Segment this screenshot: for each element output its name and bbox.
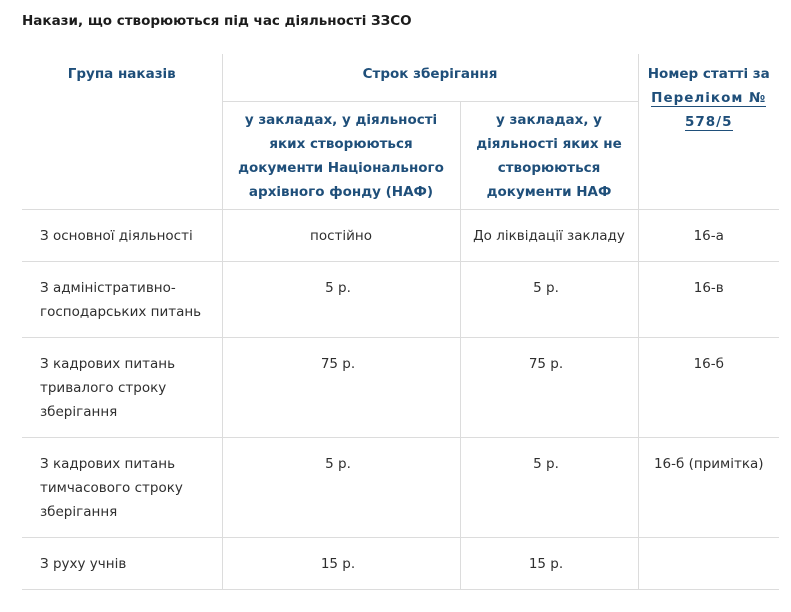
cell-group: З адміністративно-господарських питань [22,261,223,338]
cell-group: З основної діяльності [22,209,223,262]
cell-non-naf: До ліквідації закладу [460,209,639,262]
cell-naf: 15 р. [222,537,461,590]
cell-article: 16-б [693,356,724,372]
table-header-row: Група наказів Строк зберігання Номер ста… [22,54,779,210]
table-row: З адміністративно-господарських питань 5… [22,261,779,338]
table-row: З руху учнів 15 р. 15 р. [22,537,779,590]
cell-naf: 5 р. [222,261,461,338]
cell-naf: постійно [222,209,461,262]
cell-non-naf: 5 р. [460,437,639,538]
cell-article: 16-б (примітка) [653,456,764,472]
cell-naf: 5 р. [222,437,461,538]
cell-article [638,538,779,590]
page-title: Накази, що створюються під час діяльност… [22,13,412,29]
article-list-link[interactable]: Переліком № 578/5 [651,90,767,131]
column-header-storage: Строк зберігання [222,54,639,102]
cell-non-naf: 75 р. [460,337,639,438]
table-subheader-row: у закладах, у діяльності яких створюютьс… [22,101,779,210]
column-header-group: Група наказів [22,54,223,210]
cell-article: 16-а [693,228,724,244]
column-header-non-naf: у закладах, у діяльності яких не створюю… [460,101,639,210]
cell-group: З кадрових питань тривалого строку збері… [22,337,223,438]
cell-article: 16-в [693,280,724,296]
article-header-prefix: Номер статті за [647,66,770,82]
column-header-article: Номер статті за Переліком № 578/5 [638,54,779,210]
table-row: З кадрових питань тимчасового строку збе… [22,437,779,538]
cell-group: З кадрових питань тимчасового строку збе… [22,437,223,538]
cell-naf: 75 р. [222,337,461,438]
cell-non-naf: 15 р. [460,537,639,590]
table-row: З основної діяльності постійно До ліквід… [22,209,779,262]
orders-table: Група наказів Строк зберігання Номер ста… [22,54,779,590]
cell-group: З руху учнів [22,537,223,590]
column-header-naf: у закладах, у діяльності яких створюютьс… [222,101,461,210]
cell-non-naf: 5 р. [460,261,639,338]
table-row: З кадрових питань тривалого строку збері… [22,337,779,438]
